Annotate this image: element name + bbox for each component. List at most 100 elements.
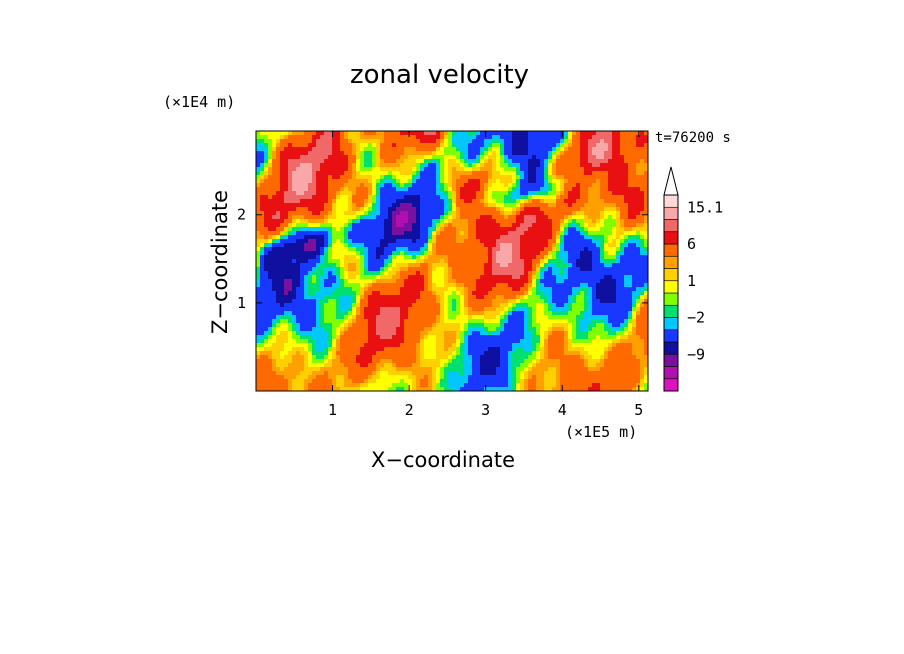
field-cell bbox=[496, 235, 501, 240]
field-cell bbox=[336, 215, 341, 220]
field-cell bbox=[444, 307, 449, 312]
field-cell bbox=[304, 267, 309, 272]
field-cell bbox=[616, 175, 621, 180]
field-cell bbox=[612, 235, 617, 240]
field-cell bbox=[428, 255, 433, 260]
field-cell bbox=[440, 199, 445, 204]
field-cell bbox=[356, 283, 361, 288]
field-cell bbox=[492, 155, 497, 160]
field-cell bbox=[540, 323, 545, 328]
field-cell bbox=[384, 291, 389, 296]
field-cell bbox=[440, 279, 445, 284]
field-cell bbox=[256, 295, 261, 300]
field-cell bbox=[300, 227, 305, 232]
field-cell bbox=[308, 275, 313, 280]
field-cell bbox=[536, 287, 541, 292]
field-cell bbox=[564, 195, 569, 200]
field-cell bbox=[388, 255, 393, 260]
field-cell bbox=[528, 251, 533, 256]
field-cell bbox=[488, 307, 493, 312]
field-cell bbox=[380, 175, 385, 180]
field-cell bbox=[408, 139, 413, 144]
field-cell bbox=[612, 311, 617, 316]
field-cell bbox=[440, 179, 445, 184]
field-cell bbox=[532, 259, 537, 264]
field-cell bbox=[404, 171, 409, 176]
field-cell bbox=[308, 323, 313, 328]
field-cell bbox=[292, 235, 297, 240]
field-cell bbox=[512, 231, 517, 236]
field-cell bbox=[416, 311, 421, 316]
field-cell bbox=[296, 207, 301, 212]
field-cell bbox=[480, 259, 485, 264]
field-cell bbox=[496, 219, 501, 224]
field-cell bbox=[612, 139, 617, 144]
field-cell bbox=[560, 179, 565, 184]
field-cell bbox=[404, 219, 409, 224]
field-cell bbox=[308, 303, 313, 308]
field-cell bbox=[636, 251, 641, 256]
field-cell bbox=[340, 287, 345, 292]
field-cell bbox=[588, 307, 593, 312]
field-cell bbox=[532, 183, 537, 188]
field-cell bbox=[596, 175, 601, 180]
field-cell bbox=[324, 287, 329, 292]
field-cell bbox=[520, 291, 525, 296]
field-cell bbox=[312, 275, 317, 280]
field-cell bbox=[360, 247, 365, 252]
field-cell bbox=[360, 227, 365, 232]
field-cell bbox=[368, 275, 373, 280]
field-cell bbox=[620, 207, 625, 212]
field-cell bbox=[520, 131, 525, 136]
field-cell bbox=[280, 331, 285, 336]
field-cell bbox=[316, 219, 321, 224]
field-cell bbox=[580, 267, 585, 272]
field-cell bbox=[376, 287, 381, 292]
field-cell bbox=[316, 283, 321, 288]
field-cell bbox=[312, 139, 317, 144]
field-cell bbox=[360, 243, 365, 248]
field-cell bbox=[328, 311, 333, 316]
field-cell bbox=[576, 199, 581, 204]
field-cell bbox=[404, 279, 409, 284]
field-cell bbox=[292, 295, 297, 300]
field-cell bbox=[588, 311, 593, 316]
field-cell bbox=[544, 167, 549, 172]
field-cell bbox=[348, 199, 353, 204]
field-cell bbox=[372, 143, 377, 148]
field-cell bbox=[344, 199, 349, 204]
field-cell bbox=[256, 167, 261, 172]
field-cell bbox=[536, 199, 541, 204]
field-cell bbox=[512, 187, 517, 192]
field-cell bbox=[384, 247, 389, 252]
field-cell bbox=[540, 155, 545, 160]
field-cell bbox=[316, 183, 321, 188]
field-cell bbox=[588, 163, 593, 168]
field-cell bbox=[480, 195, 485, 200]
field-cell bbox=[360, 271, 365, 276]
field-cell bbox=[448, 223, 453, 228]
field-cell bbox=[472, 259, 477, 264]
field-cell bbox=[356, 291, 361, 296]
field-cell bbox=[380, 199, 385, 204]
field-cell bbox=[604, 271, 609, 276]
field-cell bbox=[344, 259, 349, 264]
field-cell bbox=[636, 175, 641, 180]
field-cell bbox=[492, 151, 497, 156]
field-cell bbox=[304, 263, 309, 268]
field-cell bbox=[296, 267, 301, 272]
field-cell bbox=[460, 151, 465, 156]
field-cell bbox=[368, 231, 373, 236]
y-axis-unit: (×1E4 m) bbox=[163, 93, 236, 111]
field-cell bbox=[384, 315, 389, 320]
field-cell bbox=[400, 171, 405, 176]
field-cell bbox=[272, 215, 277, 220]
field-cell bbox=[336, 131, 341, 136]
field-cell bbox=[524, 167, 529, 172]
field-cell bbox=[472, 147, 477, 152]
field-cell bbox=[432, 239, 437, 244]
field-cell bbox=[392, 195, 397, 200]
field-cell bbox=[628, 191, 633, 196]
field-cell bbox=[520, 275, 525, 280]
field-cell bbox=[632, 175, 637, 180]
